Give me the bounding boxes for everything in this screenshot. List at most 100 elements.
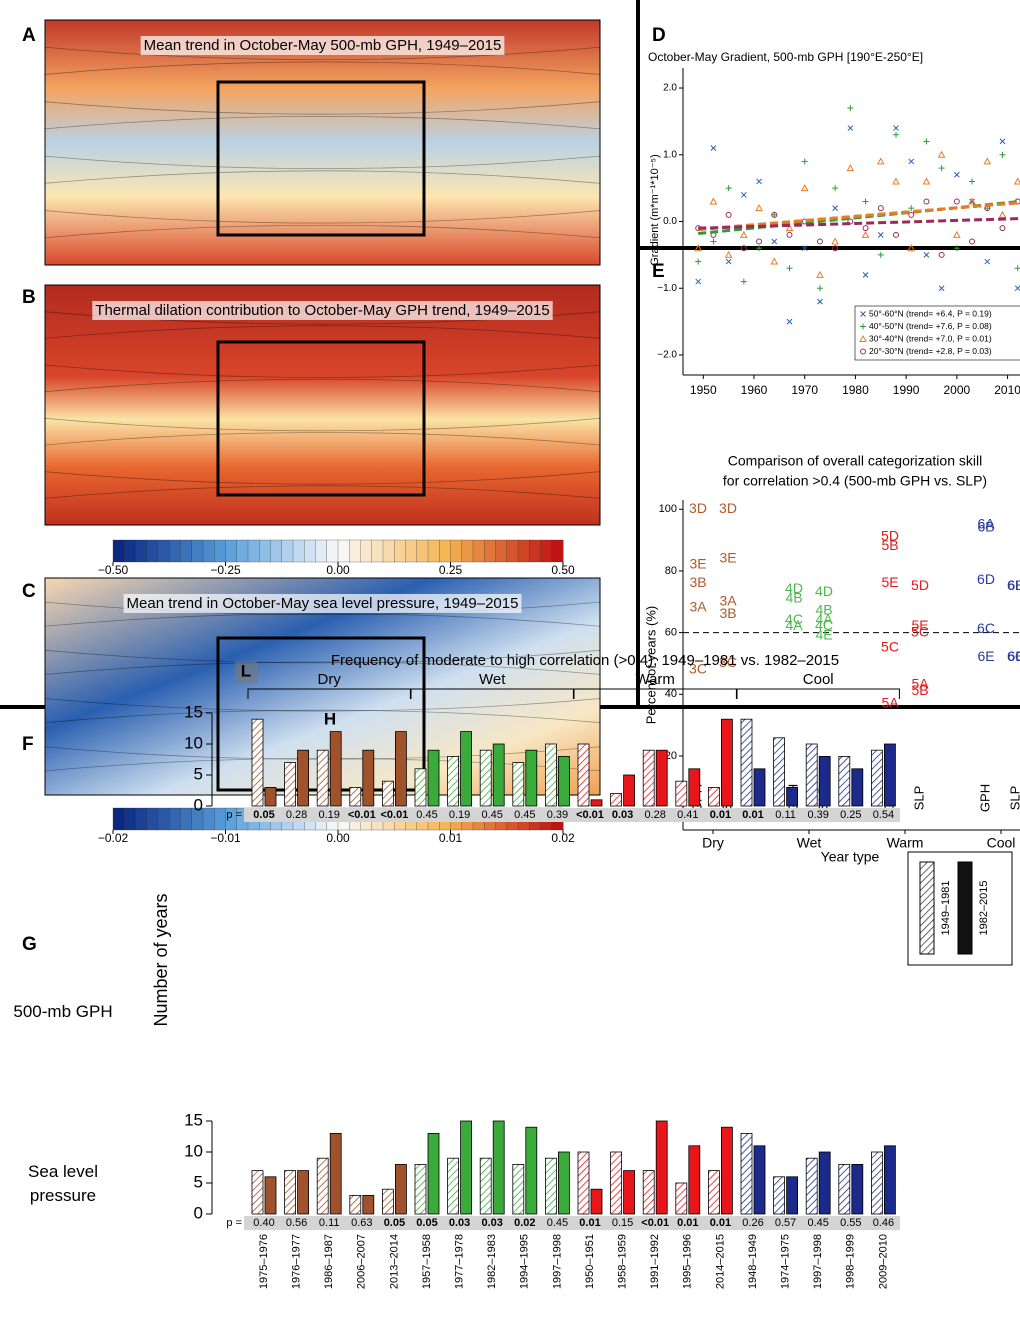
point [817, 298, 823, 305]
bar [381, 1188, 394, 1215]
label-background [235, 661, 257, 683]
point [785, 224, 794, 232]
p-value: 0.45 [547, 1217, 568, 1229]
contour [44, 61, 601, 75]
marker-part [861, 230, 870, 238]
bar [512, 762, 525, 807]
marker-part [969, 238, 976, 245]
bar [251, 718, 264, 807]
p-value: <0.01 [576, 809, 604, 821]
p-value: 0.03 [481, 1217, 502, 1229]
y-axis-label: Percent of years (%) [643, 606, 658, 725]
contour [44, 601, 601, 616]
bar [773, 1176, 785, 1215]
bar [460, 731, 473, 807]
point [893, 125, 899, 131]
point [847, 105, 854, 112]
bar [427, 1133, 440, 1215]
marker-part [999, 225, 1006, 232]
y-tick-label: 1.0 [663, 149, 677, 160]
colorbar-tick-label: −0.02 [98, 831, 129, 845]
marker-part [954, 171, 960, 178]
point-label: 5B [881, 537, 898, 553]
point [725, 211, 732, 218]
p-label: p = [226, 1217, 242, 1229]
p-value: 0.45 [807, 1217, 828, 1229]
point-label: 4B [785, 589, 802, 605]
point-label: 6C [1007, 648, 1020, 664]
point-label: 3A [719, 592, 737, 608]
bar [264, 1176, 277, 1215]
p-band [244, 1216, 900, 1230]
contour [44, 170, 601, 184]
colorbar-cell [135, 539, 148, 563]
point [724, 250, 733, 258]
p-value: <0.01 [380, 809, 408, 821]
colorbar-cell [517, 539, 530, 563]
bar [721, 718, 733, 807]
p-value: 0.28 [286, 809, 307, 821]
map [44, 284, 601, 526]
colorbar-cell [135, 807, 148, 831]
x-tick-label: 1997–1998 [812, 1234, 824, 1289]
colorbar-cell [394, 539, 406, 563]
colorbar-tick-label: −0.01 [210, 831, 241, 845]
x-tick-label: 1976–1977 [291, 1234, 303, 1289]
x-tick-label: 1980 [842, 383, 869, 397]
region-box [216, 340, 426, 497]
marker-part [877, 205, 884, 212]
x-tick-label: 2006–2007 [356, 1234, 368, 1289]
p-value: 0.11 [775, 809, 796, 821]
bar [655, 749, 668, 807]
trend-line [698, 201, 1020, 232]
bar [545, 1157, 557, 1215]
chart-title: Comparison of overall categorization ski… [728, 453, 982, 469]
map-title: Mean trend in October-May sea level pres… [127, 595, 519, 612]
colorbar-cell [202, 807, 215, 831]
colorbar-cell [304, 539, 316, 563]
group-bracket [410, 688, 574, 699]
trend-line [698, 217, 1020, 230]
bar [642, 749, 655, 807]
colorbar-cell [427, 539, 440, 563]
point-label: 6D [1007, 577, 1020, 593]
p-value: 0.02 [514, 1217, 535, 1229]
marker-part [694, 244, 703, 252]
p-value: 0.63 [351, 1217, 372, 1229]
point [755, 204, 763, 212]
bar [316, 749, 329, 807]
bar [264, 787, 277, 807]
point [786, 318, 793, 325]
marker-part [816, 270, 824, 278]
y-tick-label: −1.0 [657, 283, 677, 294]
point [1013, 177, 1020, 185]
bar [884, 743, 896, 807]
x-axis-label: Year type [821, 849, 880, 865]
point [756, 245, 763, 252]
colorbar-tick-label: 0.00 [326, 563, 350, 577]
bar [492, 743, 505, 807]
contour [44, 613, 601, 627]
bar [297, 1170, 310, 1215]
point-label: 5A [911, 676, 929, 692]
p-value: 0.01 [710, 1217, 731, 1229]
point [999, 151, 1006, 158]
bar [577, 1151, 590, 1215]
colorbar-cell [292, 539, 305, 563]
point [816, 238, 823, 245]
point [893, 131, 899, 138]
colorbar-cell [315, 539, 328, 563]
point-label: 3E [689, 555, 706, 571]
point [876, 157, 885, 165]
bar [492, 1120, 505, 1215]
bar [838, 756, 851, 807]
colorbar-cell [169, 539, 181, 563]
colorbar-cell [360, 539, 373, 563]
x-tick-label: 1950 [690, 383, 717, 397]
p-band [244, 808, 900, 822]
colorbar-cell [124, 539, 136, 563]
marker-part [893, 231, 899, 238]
point [908, 211, 915, 218]
